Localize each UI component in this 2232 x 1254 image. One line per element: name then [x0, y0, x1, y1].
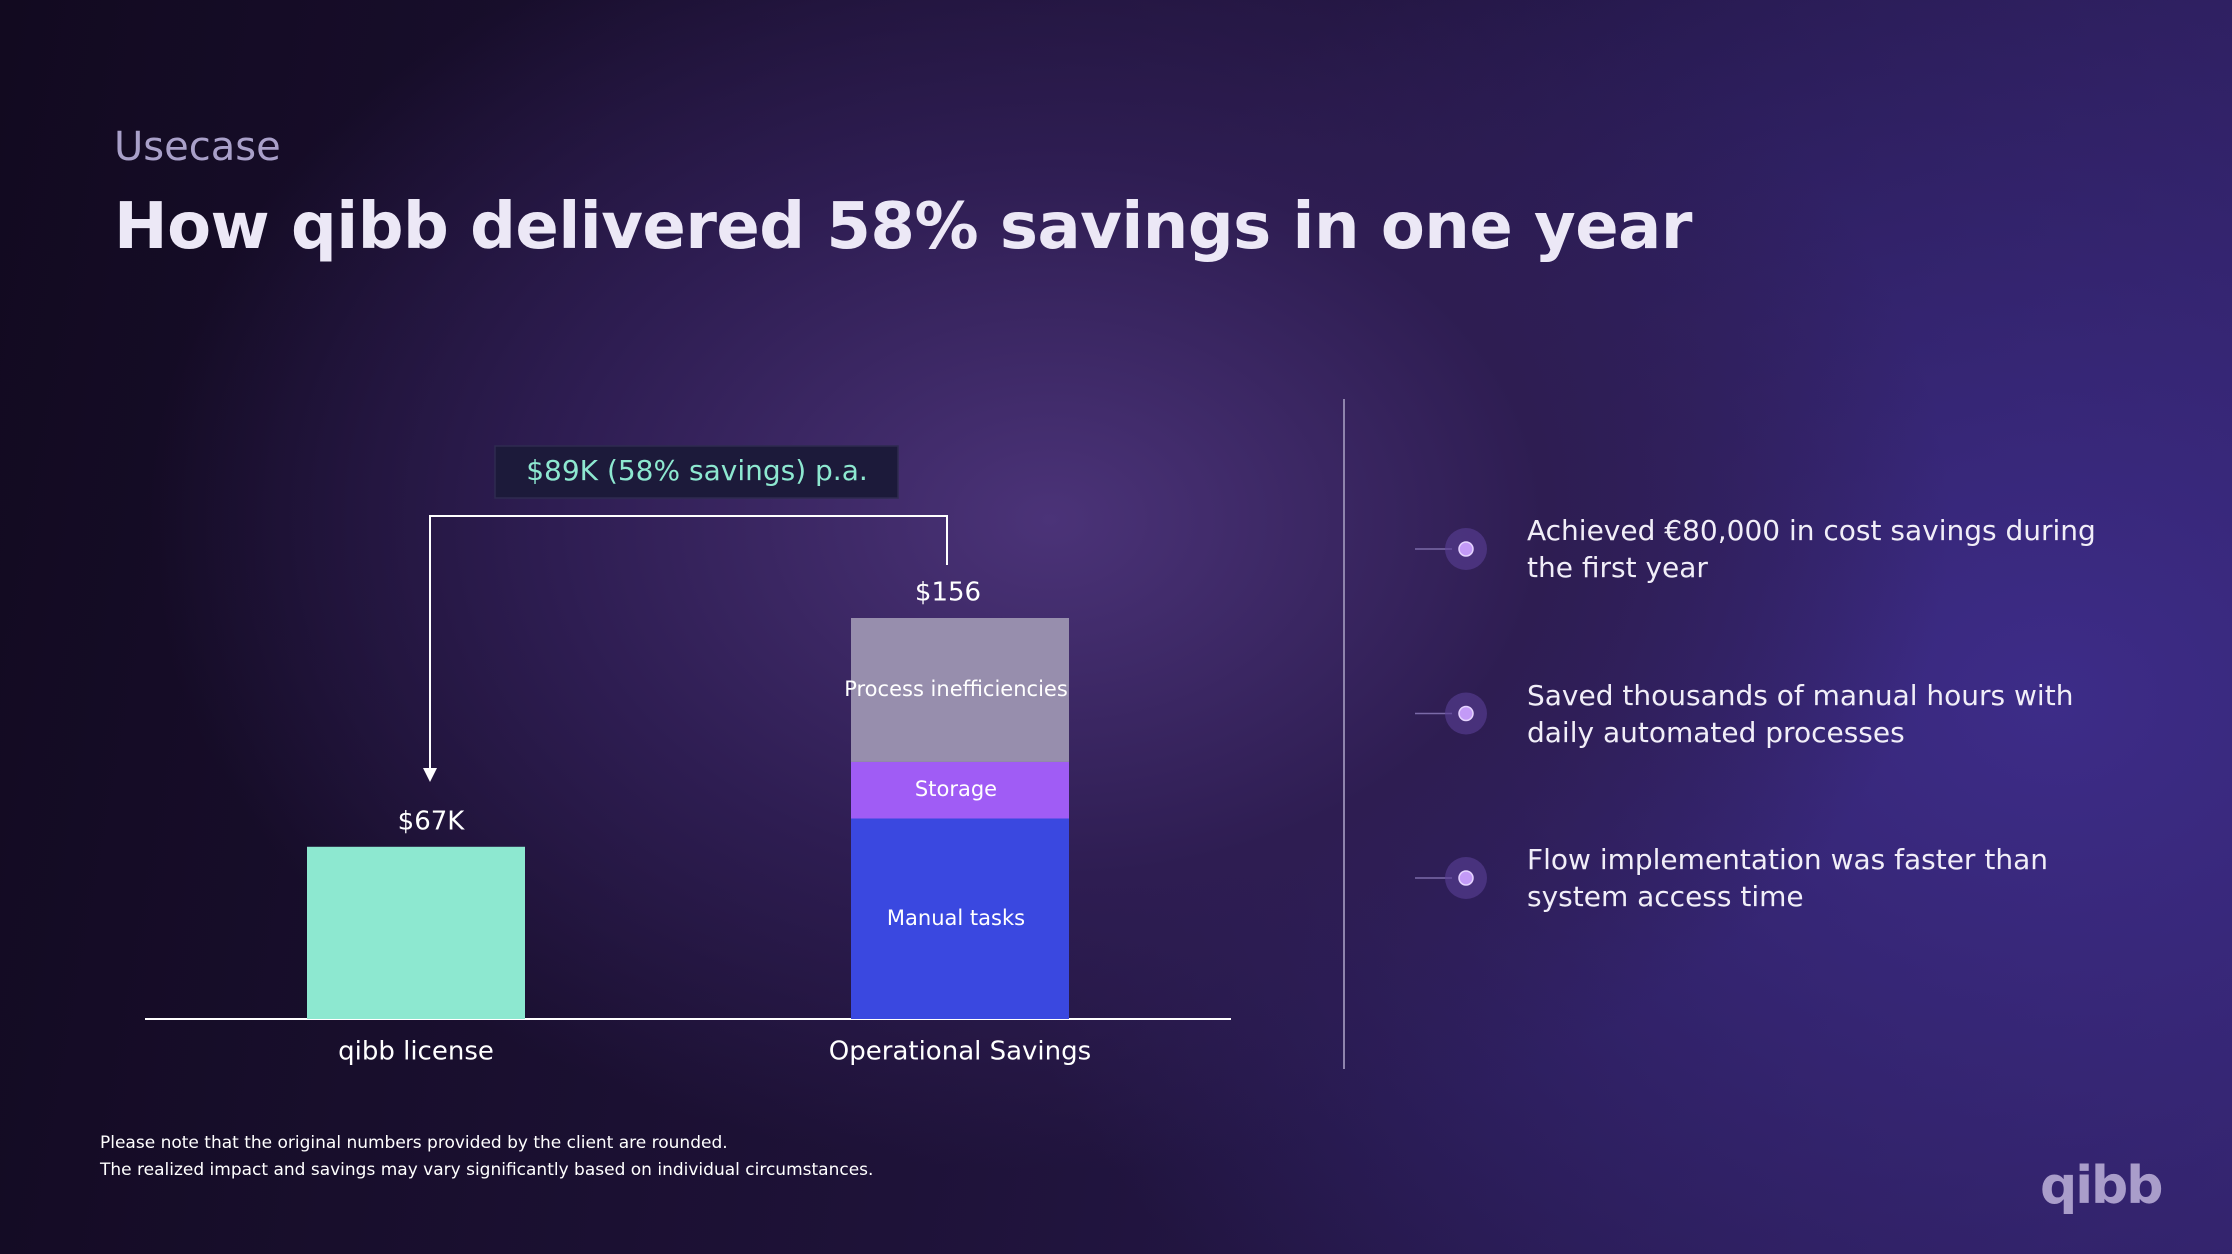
bullet-dot [1458, 541, 1474, 557]
x-tick-label: qibb license [338, 1037, 494, 1067]
title: How qibb delivered 58% savings in one ye… [114, 190, 1692, 264]
logo: qibb [2040, 1156, 2163, 1216]
x-tick-label: Operational Savings [829, 1037, 1091, 1067]
bar-segment [851, 618, 1069, 762]
annotation-box [494, 445, 899, 499]
total-label: $156 [915, 578, 981, 608]
bullet-text: Flow implementation was faster than syst… [1527, 843, 2048, 913]
bar-segment [851, 818, 1069, 1019]
footnote-line: Please note that the original numbers pr… [100, 1133, 728, 1153]
bar-segment [307, 846, 525, 1019]
arrowhead [423, 768, 437, 782]
segment-label: Process inefficiencies [844, 677, 1068, 701]
segment-label: Manual tasks [887, 906, 1025, 930]
eyebrow: Usecase [114, 124, 281, 170]
bullet-text: Saved thousands of manual hours with dai… [1527, 678, 2074, 749]
bracket [429, 515, 948, 772]
bullet-text: Achieved €80,000 in cost savings during … [1527, 514, 2096, 584]
footnote-line: The realized impact and savings may vary… [100, 1160, 874, 1180]
bullet-dot [1458, 870, 1474, 886]
bullet-dot [1458, 705, 1474, 722]
segment-label: Storage [915, 777, 997, 801]
total-label: $67K [398, 806, 466, 836]
annotation: $89K (58% savings) p.a. [526, 454, 868, 487]
bar-segment [851, 761, 1069, 819]
